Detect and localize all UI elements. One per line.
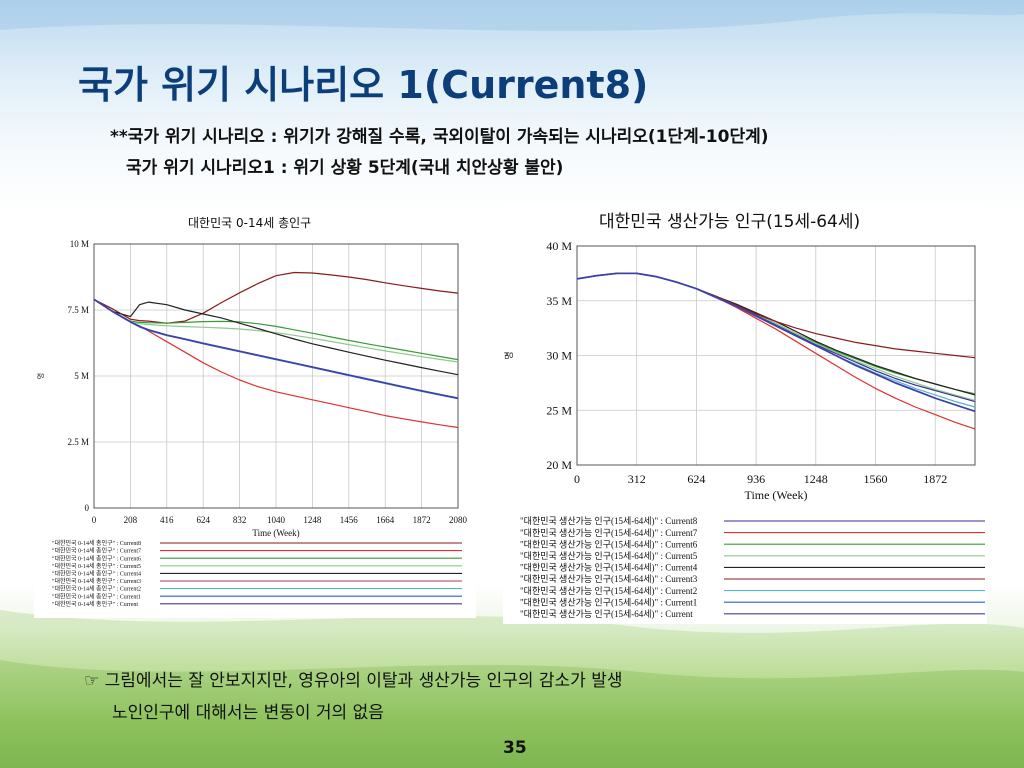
subtitle-line-2: 국가 위기 시나리오1 : 위기 상황 5단계(국내 치안상황 불안) [126,158,564,178]
x-tick-label: 1872 [923,472,947,486]
series-line-5 [93,298,459,376]
x-tick-label: 0 [92,515,97,525]
plot-frame [93,243,459,509]
legend-label: "대한민국 0-14세 총인구" : Current6 [52,554,141,562]
legend-label: "대한민국 생산가능 인구(15세-64세)" : Current3 [520,574,698,584]
legend-label: "대한민국 생산가능 인구(15세-64세)" : Current6 [520,539,698,549]
legend-label: "대한민국 생산가능 인구(15세-64세)" : Current2 [520,586,697,596]
legend-label: "대한민국 생산가능 인구(15세-64세)" : Current8 [520,516,698,526]
legend-label: "대한민국 생산가능 인구(15세-64세)" : Current [520,609,693,619]
x-tick-label: 416 [160,515,174,525]
x-tick-label: 312 [628,472,646,486]
legend-label: "대한민국 0-14세 총인구" : Current8 [52,539,141,547]
x-tick-label: 1248 [804,472,828,486]
x-axis-label: Time (Week) [252,528,299,538]
x-axis-label: Time (Week) [745,488,808,502]
y-tick-label: 5 M [74,371,89,381]
y-tick-label: 2.5 M [67,437,89,447]
legend-label: "대한민국 생산가능 인구(15세-64세)" : Current4 [520,563,698,573]
legend-label: "대한민국 0-14세 총인구" : Current7 [52,547,141,555]
y-axis-label: 명 [36,373,45,379]
legend-label: "대한민국 생산가능 인구(15세-64세)" : Current1 [520,597,697,607]
chart-panel-right [503,204,987,624]
x-tick-label: 2080 [449,515,468,525]
y-tick-label: 35 M [546,294,572,308]
legend-label: "대한민국 0-14세 총인구" : Current3 [52,577,141,585]
x-tick-label: 1456 [340,515,359,525]
page-number: 35 [503,738,527,758]
x-tick-label: 1560 [864,472,888,486]
y-tick-label: 20 M [546,458,572,472]
series-line-3 [93,298,459,361]
chart-panel-left [34,208,476,618]
x-tick-label: 0 [574,472,580,486]
y-tick-label: 30 M [546,349,572,363]
x-tick-label: 208 [124,515,138,525]
y-tick-label: 40 M [546,239,572,253]
series-line-9 [93,298,459,399]
x-tick-label: 624 [687,472,705,486]
x-tick-label: 936 [747,472,765,486]
chart-title-right: 대한민국 생산가능 인구(15세-64세) [599,212,861,232]
x-tick-label: 1872 [413,515,431,525]
series-line-9 [576,272,976,412]
x-tick-label: 1664 [376,515,395,525]
chart-2: 20 M 25 M 30 M 35 M 40 M 0 312 624 936 1248 1560 18… [504,239,985,619]
legend-label: "대한민국 0-14세 총인구" : Current2 [52,585,141,593]
legend-label: "대한민국 0-14세 총인구" : Current4 [52,570,141,578]
series-line-1 [93,271,459,324]
x-tick-label: 1040 [267,515,286,525]
slide-title: 국가 위기 시나리오 1(Current8) [78,63,649,107]
chart-title-left: 대한민국 0-14세 총인구 [188,216,312,230]
plot-frame [576,245,976,466]
subtitle-line-1: **국가 위기 시나리오 : 위기가 강해질 수록, 국외이탈이 가속되는 시나… [110,127,769,147]
y-tick-label: 25 M [546,403,572,417]
legend-label: "대한민국 0-14세 총인구" : Current [52,600,138,608]
chart-1: 0 2.5 M 5 M 7.5 M 10 M 0 208 416 624 832 1040 1248 1… [36,239,468,608]
x-tick-label: 624 [196,515,210,525]
legend-label: "대한민국 0-14세 총인구" : Current5 [52,562,141,570]
x-tick-label: 832 [233,515,247,525]
y-tick-label: 0 [85,503,90,513]
note-line-2: 노인인구에 대해서는 변동이 거의 없음 [112,703,384,723]
legend-label: "대한민국 0-14세 총인구" : Current1 [52,592,141,600]
note-line-1: ☞ 그림에서는 잘 안보지지만, 영유아의 이탈과 생산가능 인구의 감소가 발… [84,671,623,691]
y-tick-label: 10 M [70,239,89,249]
legend-label: "대한민국 생산가능 인구(15세-64세)" : Current7 [520,528,698,538]
x-tick-label: 1248 [303,515,322,525]
legend-label: "대한민국 생산가능 인구(15세-64세)" : Current5 [520,551,698,561]
y-axis-label: 명 [504,351,514,359]
y-tick-label: 7.5 M [67,305,89,315]
